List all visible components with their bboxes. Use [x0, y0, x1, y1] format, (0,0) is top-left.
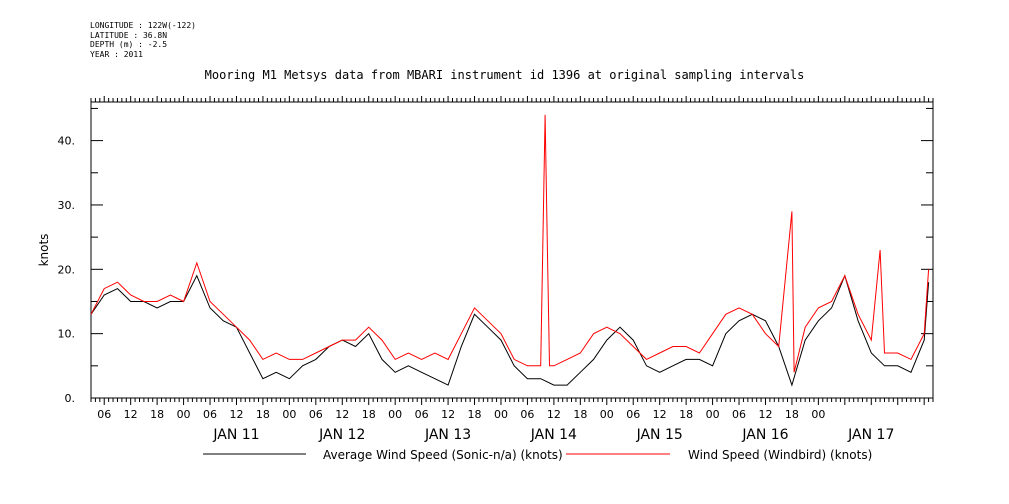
plot-frame — [90, 101, 934, 399]
x-day-label: JAN 12 — [318, 427, 365, 443]
y-axis-label: knots — [37, 234, 51, 267]
x-hour-label: 06 — [203, 408, 217, 421]
series-average-wind-speed-line — [90, 274, 930, 387]
x-hour-label: 18 — [256, 408, 270, 421]
y-tick-label: 30. — [58, 199, 76, 212]
y-tick-label: 0. — [65, 392, 76, 405]
x-hour-label: 12 — [441, 408, 455, 421]
x-hour-label: 00 — [177, 408, 191, 421]
x-hour-label: 06 — [97, 408, 111, 421]
x-hour-label: 06 — [732, 408, 746, 421]
year-line: YEAR : 2011 — [90, 49, 143, 59]
y-tick-label: 40. — [58, 135, 76, 148]
x-hour-label: 06 — [520, 408, 534, 421]
chart-title: Mooring M1 Metsys data from MBARI instru… — [204, 68, 805, 82]
x-hour-label: 12 — [124, 408, 138, 421]
x-day-label: JAN 11 — [212, 427, 259, 443]
x-day-label: JAN 14 — [530, 427, 577, 443]
x-day-label: JAN 15 — [636, 427, 683, 443]
x-hour-label: 18 — [679, 408, 693, 421]
x-hour-label: 12 — [547, 408, 561, 421]
x-hour-label: 00 — [494, 408, 508, 421]
x-day-label: JAN 13 — [424, 427, 471, 443]
x-hour-label: 00 — [600, 408, 614, 421]
x-hour-label: 18 — [150, 408, 164, 421]
x-hour-label: 18 — [362, 408, 376, 421]
y-tick-label: 10. — [58, 328, 76, 341]
x-hour-label: 06 — [626, 408, 640, 421]
latitude-line: LATITUDE : 36.8N — [90, 30, 168, 40]
longitude-line: LONGITUDE : 122W(-122) — [90, 21, 196, 30]
x-day-label: JAN 17 — [847, 427, 894, 443]
x-hour-label: 00 — [811, 408, 825, 421]
x-hour-label: 00 — [388, 408, 402, 421]
x-hour-label: 06 — [309, 408, 323, 421]
x-hour-label: 12 — [229, 408, 243, 421]
series-windbird-wind-speed-line — [90, 114, 930, 373]
x-hour-label: 06 — [415, 408, 429, 421]
y-tick-label: 20. — [58, 263, 76, 276]
x-hour-label: 12 — [653, 408, 667, 421]
x-hour-label: 12 — [335, 408, 349, 421]
x-hour-label: 18 — [573, 408, 587, 421]
x-hour-label: 00 — [282, 408, 296, 421]
depth-line: DEPTH (m) : -2.5 — [90, 40, 168, 49]
legend-label-average: Average Wind Speed (Sonic-n/a) (knots) — [323, 448, 563, 462]
x-day-label: JAN 16 — [741, 427, 788, 443]
x-hour-label: 18 — [468, 408, 482, 421]
metadata-block: LONGITUDE : 122W(-122) LATITUDE : 36.8N … — [90, 21, 196, 59]
x-hour-label: 00 — [706, 408, 720, 421]
x-hour-label: 18 — [785, 408, 799, 421]
legend-label-windbird: Wind Speed (Windbird) (knots) — [688, 448, 872, 462]
x-hour-label: 12 — [758, 408, 772, 421]
